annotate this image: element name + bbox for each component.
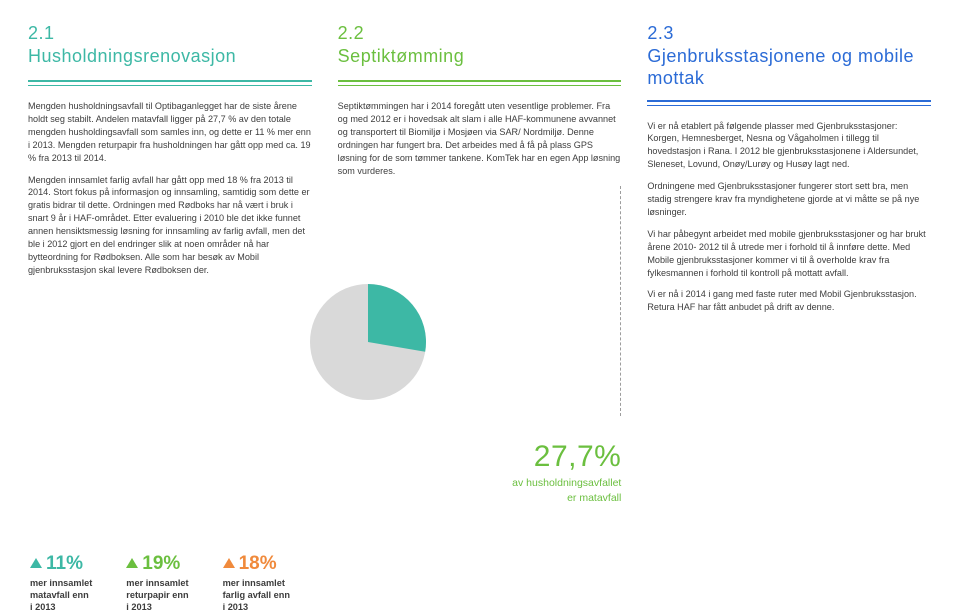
sub-line: er matavfall: [567, 492, 621, 504]
stat-matavfall: 11% mer innsamlet matavfall enn i 2013: [30, 553, 92, 614]
section-2-3: 2.3 Gjenbruksstasjonene og mobile mottak…: [647, 22, 931, 505]
stat-pct: 19%: [142, 553, 180, 575]
section-name: Gjenbruksstasjonene og mobile mottak: [647, 46, 914, 89]
section-name: Septiktømming: [338, 46, 465, 66]
section-title-2-3: 2.3 Gjenbruksstasjonene og mobile mottak: [647, 22, 931, 90]
columns-container: 2.1 Husholdningsrenovasjon Mengden husho…: [28, 22, 931, 505]
para: Vi har påbegynt arbeidet med mobile gjen…: [647, 228, 931, 280]
big-percentage: 27,7%: [338, 440, 622, 474]
section-title-2-1: 2.1 Husholdningsrenovasjon: [28, 22, 312, 70]
section-num: 2.3: [647, 23, 674, 43]
arrow-up-icon: [223, 558, 235, 568]
arrow-up-icon: [30, 558, 42, 568]
stat-pct: 11%: [46, 553, 83, 575]
pie-matavfall-slice: [368, 284, 426, 352]
big-percentage-sub: av husholdningsavfallet er matavfall: [338, 476, 622, 504]
divider-2-2: [338, 80, 622, 86]
body-2-2: Septiktømmingen har i 2014 foregått uten…: [338, 100, 622, 177]
arrow-up-icon: [126, 558, 138, 568]
divider-2-3: [647, 100, 931, 106]
stat-label: mer innsamlet farlig avfall enn i 2013: [223, 578, 290, 614]
pie-chart-matavfall: [308, 282, 428, 402]
stat-pct: 18%: [239, 553, 277, 575]
section-num: 2.2: [338, 23, 365, 43]
stat-label: mer innsamlet returpapir enn i 2013: [126, 578, 188, 614]
section-title-2-2: 2.2 Septiktømming: [338, 22, 622, 70]
body-2-3: Vi er nå etablert på følgende plasser me…: [647, 120, 931, 324]
para: Ordningene med Gjenbruksstasjoner funger…: [647, 180, 931, 219]
para: Mengden husholdningsavfall til Optibagan…: [28, 100, 312, 165]
stat-label: mer innsamlet matavfall enn i 2013: [30, 578, 92, 614]
pie-svg: [308, 282, 428, 402]
para: Vi er nå i 2014 i gang med faste ruter m…: [647, 288, 931, 314]
stats-row: 11% mer innsamlet matavfall enn i 2013 1…: [28, 553, 931, 614]
sub-line: av husholdningsavfallet: [512, 477, 621, 489]
para: Vi er nå etablert på følgende plasser me…: [647, 120, 931, 172]
para: Mengden innsamlet farlig avfall har gått…: [28, 174, 312, 277]
stat-returpapir: 19% mer innsamlet returpapir enn i 2013: [126, 553, 188, 614]
section-2-2: 2.2 Septiktømming Septiktømmingen har i …: [338, 22, 622, 505]
divider-2-1: [28, 80, 312, 86]
section-name: Husholdningsrenovasjon: [28, 46, 236, 66]
section-2-1: 2.1 Husholdningsrenovasjon Mengden husho…: [28, 22, 312, 505]
para: Septiktømmingen har i 2014 foregått uten…: [338, 100, 622, 177]
stat-farlig-avfall: 18% mer innsamlet farlig avfall enn i 20…: [223, 553, 290, 614]
dashed-divider: [620, 186, 621, 416]
section-num: 2.1: [28, 23, 55, 43]
body-2-1: Mengden husholdningsavfall til Optibagan…: [28, 100, 312, 286]
